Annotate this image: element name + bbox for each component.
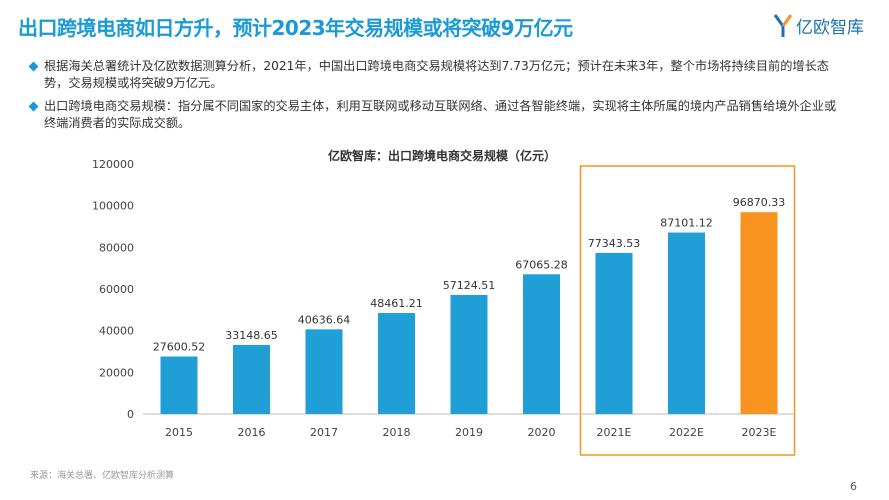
x-tick-label: 2023E (742, 426, 777, 439)
data-label: 27600.52 (153, 340, 206, 353)
data-label: 77343.53 (588, 237, 641, 250)
bar-2019 (450, 294, 488, 414)
x-tick-label: 2021E (597, 426, 632, 439)
y-tick-label: 120000 (92, 158, 134, 171)
data-label: 33148.65 (225, 329, 278, 342)
bar-2023E (740, 212, 778, 414)
bar-2020 (523, 274, 560, 414)
y-tick-label: 40000 (99, 325, 134, 338)
highlight-box (579, 165, 796, 456)
data-label: 96870.33 (733, 196, 786, 209)
x-tick-label: 2020 (528, 426, 556, 439)
x-tick-label: 2015 (165, 426, 193, 439)
data-label: 57124.51 (443, 279, 496, 292)
logo: 亿欧智库 (772, 12, 864, 38)
bar-2016 (233, 344, 270, 414)
x-tick-label: 2022E (669, 426, 704, 439)
x-tick-label: 2016 (238, 426, 266, 439)
bullet-item: 根据海关总署统计及亿欧数据测算分析，2021年，中国出口跨境电商交易规模将达到7… (30, 58, 840, 92)
bullet-list: 根据海关总署统计及亿欧数据测算分析，2021年，中国出口跨境电商交易规模将达到7… (30, 58, 840, 138)
bar-2018 (378, 313, 415, 414)
bar-2021E (595, 252, 633, 414)
logo-mark-icon (773, 14, 793, 37)
bar-2015 (160, 356, 198, 414)
data-label: 87101.12 (660, 217, 713, 230)
y-tick-label: 100000 (92, 200, 134, 213)
x-tick-label: 2017 (310, 426, 338, 439)
data-label: 48461.21 (370, 297, 423, 310)
x-tick-label: 2018 (383, 426, 411, 439)
chart-title: 亿欧智库：出口跨境电商交易规模（亿元） (328, 148, 556, 163)
y-tick-label: 20000 (99, 366, 134, 379)
y-tick-label: 80000 (99, 241, 134, 254)
bar-2017 (305, 329, 343, 414)
logo-text: 亿欧智库 (796, 17, 864, 38)
y-tick-label: 60000 (99, 283, 134, 296)
bullet-item: 出口跨境电商交易规模：指分属不同国家的交易主体，利用互联网或移动互联网络、通过各… (30, 98, 840, 132)
y-tick-label: 0 (127, 408, 134, 421)
page-title: 出口跨境电商如日方升，预计2023年交易规模或将突破9万亿元 (18, 16, 573, 40)
page-number: 6 (850, 480, 857, 493)
data-label: 40636.64 (298, 313, 351, 326)
source-note: 来源：海关总署、亿欧智库分析测算 (30, 471, 175, 481)
x-tick-label: 2019 (455, 426, 483, 439)
data-label: 67065.28 (515, 258, 568, 271)
bar-2022E (668, 232, 705, 414)
